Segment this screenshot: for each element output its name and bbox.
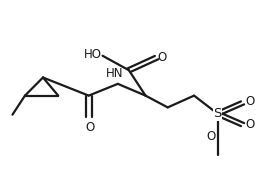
Text: O: O	[206, 130, 215, 143]
Text: O: O	[245, 118, 254, 131]
Text: HO: HO	[84, 48, 102, 61]
Text: O: O	[245, 95, 254, 108]
Text: O: O	[85, 121, 95, 134]
Text: HN: HN	[106, 67, 124, 80]
Text: S: S	[213, 107, 222, 120]
Text: O: O	[157, 51, 166, 64]
